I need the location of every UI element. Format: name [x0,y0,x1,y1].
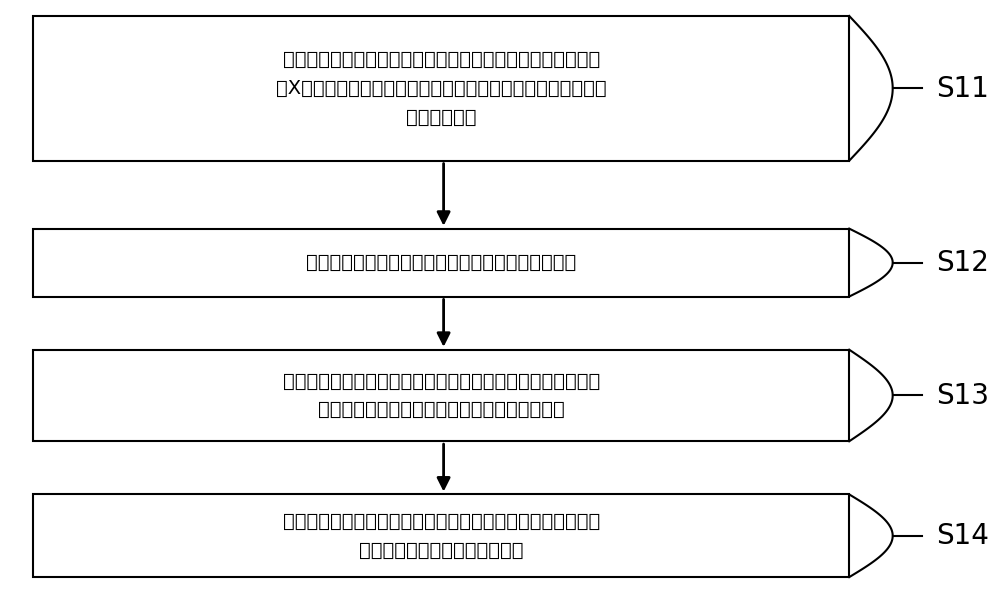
Text: S12: S12 [936,249,989,277]
FancyBboxPatch shape [33,494,849,577]
Text: 根据处理后的荧光光谱数据集与对应的标准物质痕量元素含量
，建立基于标准物质的痕量元素的检测校准模型: 根据处理后的荧光光谱数据集与对应的标准物质痕量元素含量 ，建立基于标准物质的痕量… [283,371,600,419]
Text: 将待测样品的荧光光谱数据输入到所述检测校准模型中，得到
所述样品中所述痕量元素的含量: 将待测样品的荧光光谱数据输入到所述检测校准模型中，得到 所述样品中所述痕量元素的… [283,512,600,559]
Text: 获取光谱仪采集标准物质获得的荧光光谱数据集，所述光谱仪
的X光管与标准物质之间设置有一薄片，所述薄片为能抑制堆积
脉冲的金属片: 获取光谱仪采集标准物质获得的荧光光谱数据集，所述光谱仪 的X光管与标准物质之间设… [276,50,606,126]
Text: S14: S14 [936,522,989,550]
Text: S11: S11 [936,75,989,102]
Text: S13: S13 [936,382,989,410]
Text: 利用背景散射内标法对所述荧光光谱数据集进行处理: 利用背景散射内标法对所述荧光光谱数据集进行处理 [306,253,576,272]
FancyBboxPatch shape [33,16,849,161]
FancyBboxPatch shape [33,350,849,441]
FancyBboxPatch shape [33,229,849,297]
